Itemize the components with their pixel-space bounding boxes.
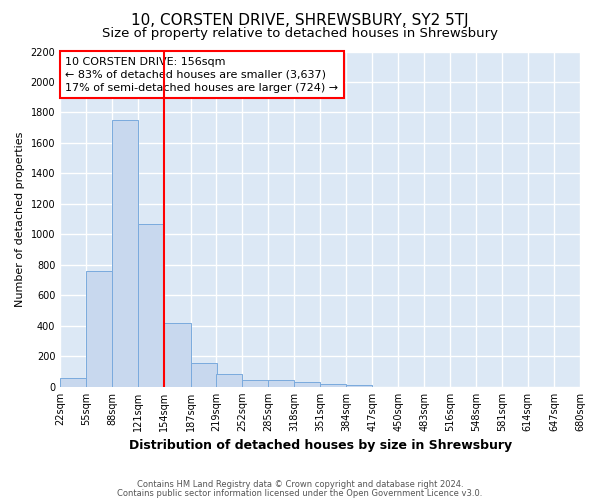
X-axis label: Distribution of detached houses by size in Shrewsbury: Distribution of detached houses by size … bbox=[128, 440, 512, 452]
Bar bbox=[112, 120, 139, 387]
Text: Size of property relative to detached houses in Shrewsbury: Size of property relative to detached ho… bbox=[102, 28, 498, 40]
Text: Contains public sector information licensed under the Open Government Licence v3: Contains public sector information licen… bbox=[118, 488, 482, 498]
Text: Contains HM Land Registry data © Crown copyright and database right 2024.: Contains HM Land Registry data © Crown c… bbox=[137, 480, 463, 489]
Bar bbox=[268, 380, 294, 387]
Bar bbox=[139, 224, 164, 387]
Y-axis label: Number of detached properties: Number of detached properties bbox=[15, 132, 25, 307]
Bar bbox=[164, 323, 191, 387]
Bar bbox=[60, 378, 86, 387]
Bar bbox=[191, 363, 217, 387]
Bar bbox=[346, 384, 372, 387]
Text: 10 CORSTEN DRIVE: 156sqm
← 83% of detached houses are smaller (3,637)
17% of sem: 10 CORSTEN DRIVE: 156sqm ← 83% of detach… bbox=[65, 56, 338, 93]
Bar bbox=[86, 271, 112, 387]
Bar bbox=[242, 380, 268, 387]
Text: 10, CORSTEN DRIVE, SHREWSBURY, SY2 5TJ: 10, CORSTEN DRIVE, SHREWSBURY, SY2 5TJ bbox=[131, 12, 469, 28]
Bar bbox=[320, 384, 346, 387]
Bar bbox=[294, 382, 320, 387]
Bar bbox=[216, 374, 242, 387]
